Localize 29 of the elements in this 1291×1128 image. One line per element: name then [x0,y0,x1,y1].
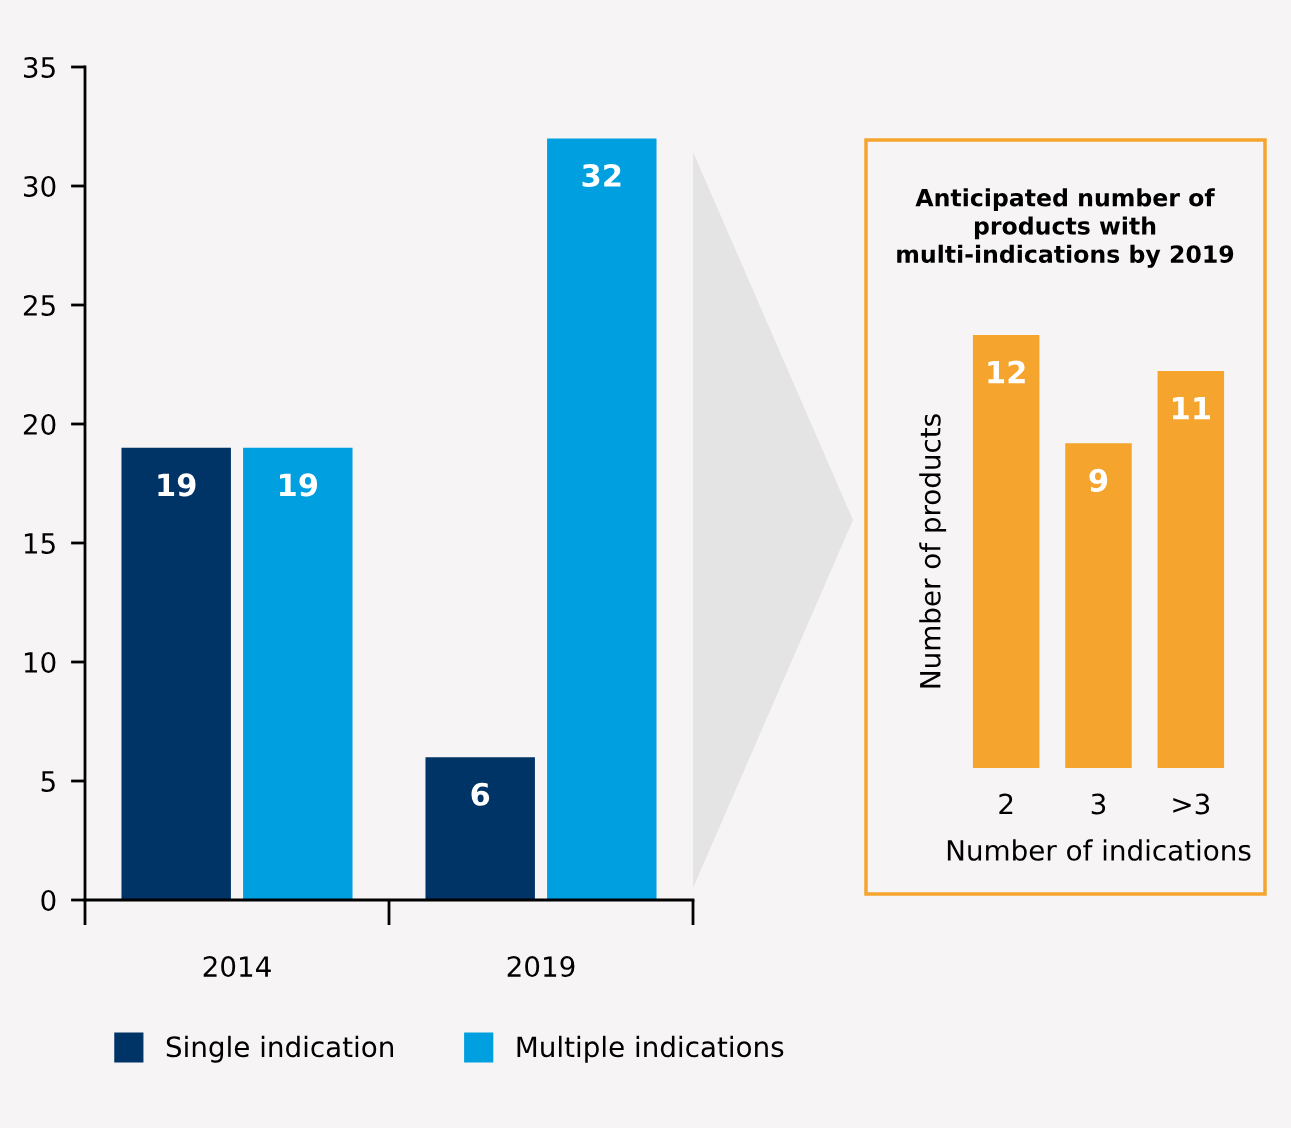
bar [547,138,657,900]
y-tick-label: 10 [24,651,56,673]
bar [121,447,231,900]
x-tick-label: 2019 [507,956,575,978]
y-tick-label: 35 [23,56,55,78]
data-label: 12 [988,360,1025,384]
data-label: 19 [279,473,318,497]
y-tick-label: 30 [23,175,56,197]
y-tick-label: 5 [41,771,55,792]
y-tick-label: 0 [41,889,56,911]
data-label: 9 [1089,468,1108,492]
data-label: 19 [158,473,196,497]
y-tick-label: 25 [23,294,55,316]
data-label: 6 [471,782,490,806]
x-tick-label: >3 [1173,793,1210,815]
chart-title: Anticipated number of products with multi-indications by 2019 [897,188,1234,268]
y-axis-title: Number of products [919,414,947,688]
x-axis-title: Number of indications [947,839,1251,861]
x-tick-label: 2014 [203,956,271,978]
y-tick-label: 20 [23,413,56,435]
y-tick-label: 15 [24,533,55,554]
legend-label: Single indication [166,1035,394,1063]
bar [243,447,353,900]
x-tick-label: 2 [999,793,1013,815]
bar [425,757,535,900]
legend-label: Multiple indications [517,1035,784,1063]
data-label: 11 [1173,397,1210,420]
x-tick-label: 3 [1091,793,1106,815]
data-label: 32 [582,163,621,188]
